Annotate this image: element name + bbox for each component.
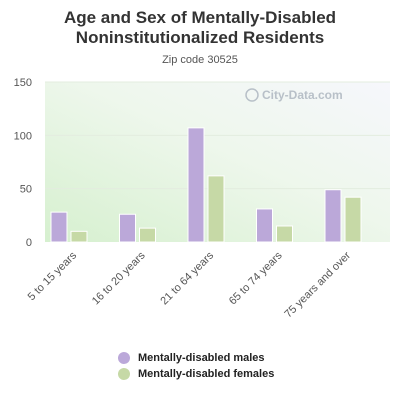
y-tick-label: 150: [14, 77, 32, 89]
x-tick-label: 21 to 64 years: [158, 249, 216, 307]
legend-swatch-females: [118, 368, 130, 380]
legend-label-females: Mentally-disabled females: [138, 368, 275, 380]
bar-males: [324, 189, 342, 243]
chart-title-line1: Age and Sex of Mentally-Disabled: [63, 8, 337, 27]
chart-title-line2: Noninstitutionalized Residents: [75, 28, 325, 47]
bar-males: [50, 211, 68, 243]
x-tick-label: 5 to 15 years: [26, 249, 80, 303]
bar-females: [344, 196, 362, 243]
watermark-text: City-Data.com: [262, 88, 343, 102]
bar-males: [256, 208, 273, 243]
y-tick-label: 100: [14, 130, 32, 142]
legend-label-males: Mentally-disabled males: [138, 352, 265, 364]
x-tick-label: 16 to 20 years: [90, 249, 148, 307]
legend: Mentally-disabled males Mentally-disable…: [118, 350, 274, 382]
watermark-icon: [245, 88, 259, 102]
legend-item-females: Mentally-disabled females: [118, 366, 274, 382]
legend-item-males: Mentally-disabled males: [118, 350, 274, 366]
legend-swatch-males: [118, 352, 130, 364]
y-tick-label: 0: [26, 237, 32, 249]
chart-title: Age and Sex of Mentally-Disabled Noninst…: [0, 8, 400, 48]
bar-males: [187, 127, 205, 243]
x-tick-label: 75 years and over: [282, 249, 353, 320]
y-tick-label: 50: [20, 184, 32, 196]
watermark: City-Data.com: [245, 88, 343, 102]
bar-females: [139, 227, 156, 243]
x-tick-label: 65 to 74 years: [227, 249, 285, 307]
bar-females: [70, 230, 88, 243]
bar-females: [276, 225, 293, 243]
bar-males: [119, 213, 136, 243]
bar-females: [207, 175, 225, 243]
chart-subtitle: Zip code 30525: [162, 54, 238, 66]
